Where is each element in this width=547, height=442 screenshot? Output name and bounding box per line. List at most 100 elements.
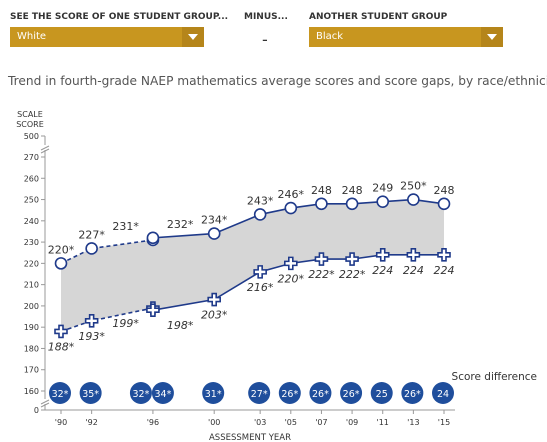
x-tick-label: '13 xyxy=(407,418,419,427)
marker xyxy=(146,231,160,245)
gap-value-label: 26* xyxy=(404,389,421,400)
data-label: 222* xyxy=(308,268,335,281)
data-label: 203* xyxy=(201,309,228,322)
marker xyxy=(314,252,329,266)
y-tick-label: 160 xyxy=(24,387,39,396)
gap-value-label: 31* xyxy=(205,389,222,400)
marker xyxy=(84,314,99,328)
gap-circle xyxy=(309,382,332,404)
group2-label: ANOTHER STUDENT GROUP xyxy=(309,12,448,22)
gap-circle xyxy=(370,382,393,404)
minus-label: MINUS... xyxy=(244,12,288,22)
x-tick-label: '05 xyxy=(285,418,297,427)
marker xyxy=(376,195,390,208)
data-label: 220* xyxy=(48,243,75,256)
gap-circle xyxy=(151,382,174,404)
dropdown-value: Black xyxy=(316,31,344,42)
y-tick-label: 170 xyxy=(24,366,39,375)
dropdown-arrow[interactable] xyxy=(182,27,204,47)
y-tick-label: 270 xyxy=(24,153,39,162)
data-label: 249 xyxy=(372,182,393,195)
data-label: 248 xyxy=(434,184,455,197)
data-label: 198* xyxy=(167,319,194,332)
separator: - xyxy=(262,30,268,49)
y-tick-label: 240 xyxy=(24,217,39,226)
y-tick-label: 180 xyxy=(24,344,39,353)
y-tick-label: 190 xyxy=(24,323,39,332)
gap-band xyxy=(61,199,444,332)
gap-value-label: 34* xyxy=(154,389,171,400)
gap-value-label: 25 xyxy=(376,389,388,400)
series-line xyxy=(60,307,154,333)
marker xyxy=(406,248,421,262)
y-tick-label: 230 xyxy=(24,238,39,247)
data-label: 234* xyxy=(201,214,228,227)
gap-circle xyxy=(340,382,363,404)
x-axis-label: ASSESSMENT YEAR xyxy=(209,433,291,442)
marker xyxy=(375,248,390,262)
marker xyxy=(284,201,298,215)
data-label: 188* xyxy=(48,340,75,353)
gap-label: Score difference xyxy=(452,371,537,383)
series-line xyxy=(152,254,444,312)
gap-circle xyxy=(129,382,152,404)
marker xyxy=(146,303,160,317)
dropdown-arrow[interactable] xyxy=(481,27,503,47)
axis-break xyxy=(40,402,50,408)
x-tick-label: '11 xyxy=(377,418,389,427)
gap-value-label: 26* xyxy=(312,389,329,400)
chart-title: Trend in fourth-grade NAEP mathematics a… xyxy=(8,74,547,88)
data-label: 243* xyxy=(247,194,274,207)
data-label: 220* xyxy=(278,272,305,285)
data-label: 222* xyxy=(339,268,366,281)
gap-circle xyxy=(49,382,71,404)
marker xyxy=(315,197,328,211)
x-tick-label: '03 xyxy=(254,418,266,427)
gap-value-label: 32* xyxy=(52,389,69,400)
data-label: 232* xyxy=(167,218,194,231)
marker xyxy=(345,252,359,266)
data-label: 224 xyxy=(434,264,455,277)
gap-circle xyxy=(401,382,424,404)
y-tick-label: 500 xyxy=(24,132,39,141)
marker xyxy=(207,292,221,307)
series-line xyxy=(152,198,445,240)
gap-value-label: 24 xyxy=(437,389,449,400)
x-tick-label: '90 xyxy=(55,418,67,427)
data-label: 248 xyxy=(342,184,363,197)
data-label: 199* xyxy=(112,317,139,330)
gap-circle xyxy=(79,382,102,404)
marker xyxy=(85,242,98,255)
x-tick-label: '15 xyxy=(438,418,450,427)
axis-break xyxy=(40,399,50,405)
y-tick-label: 220 xyxy=(24,259,39,268)
gap-circle xyxy=(432,382,454,404)
data-label: 216* xyxy=(247,281,274,294)
marker xyxy=(207,227,221,240)
y-tick-label: 250 xyxy=(24,196,39,205)
marker xyxy=(253,265,267,279)
gap-value-label: 26* xyxy=(343,389,360,400)
data-label: 227* xyxy=(78,228,105,241)
x-tick-label: '00 xyxy=(208,418,220,427)
y-tick-label: 210 xyxy=(24,281,39,290)
data-label: 246* xyxy=(278,188,305,201)
group2-dropdown[interactable]: Black xyxy=(309,27,503,47)
marker xyxy=(437,197,451,211)
y-tick-label: 200 xyxy=(24,302,39,311)
gap-value-label: 35* xyxy=(82,389,99,400)
group1-label: SEE THE SCORE OF ONE STUDENT GROUP... xyxy=(10,12,229,22)
marker xyxy=(407,193,420,206)
data-label: 250* xyxy=(400,180,427,193)
marker xyxy=(284,256,298,271)
axis-break xyxy=(40,145,50,151)
gap-circle xyxy=(202,382,225,404)
data-label: 224 xyxy=(372,264,393,277)
data-label: 231* xyxy=(112,220,139,233)
x-tick-label: '92 xyxy=(85,418,97,427)
x-tick-label: '09 xyxy=(346,418,358,427)
group1-dropdown[interactable]: White xyxy=(10,27,204,47)
marker xyxy=(253,208,267,221)
